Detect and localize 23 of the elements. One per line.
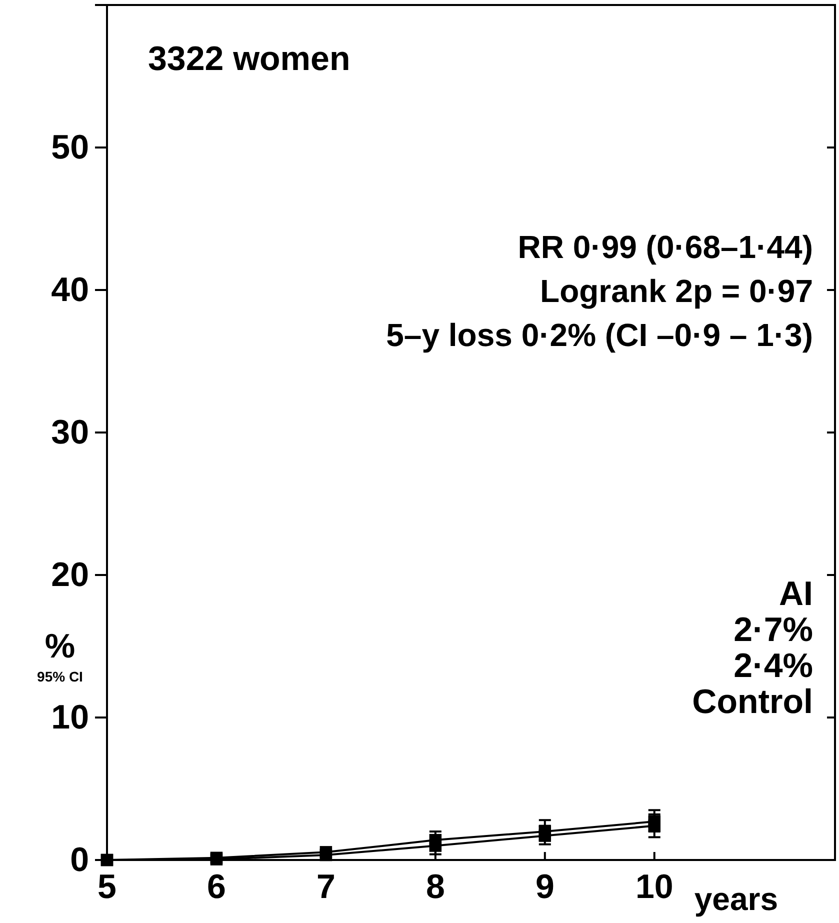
y-axis-title: % (44, 628, 76, 666)
y-tick-label: 0 (70, 840, 89, 879)
annotation: 5–y loss 0·2% (CI –0·9 – 1·3) (386, 317, 813, 353)
legend-label: AI (779, 575, 813, 613)
x-tick-label: 5 (98, 868, 116, 906)
x-tick-label: 6 (207, 868, 226, 906)
annotation: Logrank 2p = 0·97 (540, 273, 813, 309)
y-tick-label: 50 (51, 128, 89, 166)
annotation: 3322 women (148, 40, 350, 78)
y-tick-label: 40 (51, 270, 89, 309)
x-axis-title: years (694, 881, 778, 917)
x-tick-label: 10 (635, 868, 674, 906)
annotation: 2·7% (734, 611, 813, 649)
x-tick-label: 9 (535, 868, 554, 906)
x-tick-label: 8 (426, 868, 445, 906)
y-tick-label: 20 (51, 556, 89, 594)
annotation: RR 0·99 (0·68–1·44) (518, 229, 813, 265)
y-tick-label: 30 (51, 413, 89, 452)
y-tick-label: 10 (51, 698, 89, 736)
x-tick-label: 7 (316, 868, 336, 906)
annotation: 2·4% (734, 647, 813, 685)
legend-label: Control (692, 683, 813, 721)
text: 95% CI (37, 668, 83, 685)
